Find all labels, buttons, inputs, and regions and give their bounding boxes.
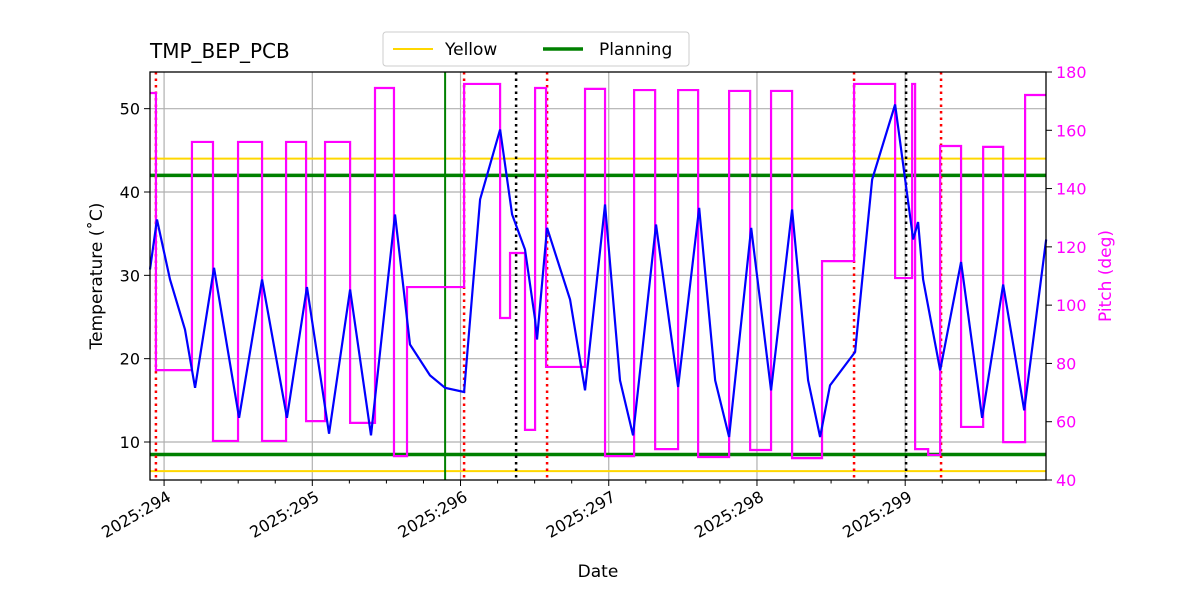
y-axis-label: Temperature (˚C) [86, 203, 107, 351]
x-axis-label: Date [578, 562, 619, 582]
y2-tick-label: 120 [1056, 238, 1087, 257]
temperature-line [148, 104, 1048, 438]
ticks: 2025:294 2025:295 2025:296 2025:297 2025:298… [98, 63, 1086, 542]
y2-tick-label: 60 [1056, 413, 1076, 432]
y2-axis-label: Pitch (deg) [1096, 230, 1116, 322]
series [148, 82, 1048, 460]
y-tick-label: 20 [120, 350, 140, 369]
legend: Yellow Planning [382, 31, 690, 67]
y2-tick-label: 80 [1056, 354, 1076, 373]
legend-box [382, 31, 690, 67]
y-tick-label: 10 [120, 433, 140, 452]
y2-tick-label: 40 [1056, 471, 1076, 490]
x-tick-label: 2025:294 [98, 487, 174, 542]
plot-frame [149, 71, 1047, 481]
x-tick-label: 2025:298 [691, 487, 767, 542]
y2-tick-label: 100 [1056, 296, 1087, 315]
legend-label-yellow: Yellow [444, 40, 497, 60]
x-tick-label: 2025:295 [246, 487, 322, 542]
y-tick-label: 40 [120, 183, 140, 202]
y-tick-label: 50 [120, 100, 140, 119]
legend-label-planning: Planning [599, 40, 672, 60]
y2-tick-label: 140 [1056, 180, 1087, 199]
y2-tick-label: 180 [1056, 63, 1087, 82]
x-tick-label: 2025:296 [395, 487, 471, 542]
y2-tick-label: 160 [1056, 121, 1087, 140]
y-tick-label: 30 [120, 266, 140, 285]
chart-title: TMP_BEP_PCB [149, 39, 290, 63]
x-tick-label: 2025:299 [839, 487, 915, 542]
pitch-line [150, 82, 1047, 460]
x-tick-label: 2025:297 [543, 487, 619, 542]
